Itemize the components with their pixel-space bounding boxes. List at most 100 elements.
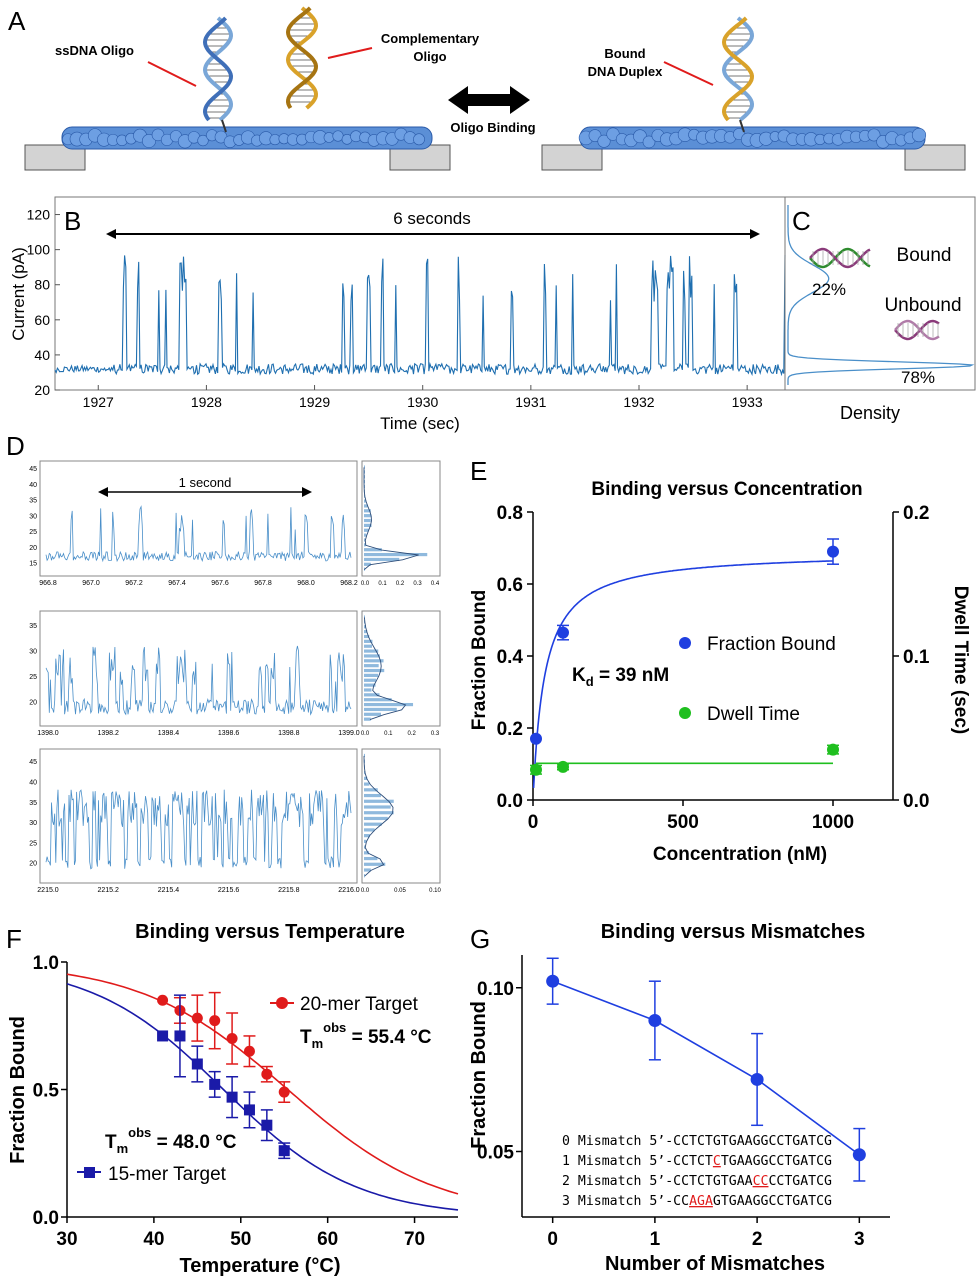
nanotube-bead: [911, 128, 927, 143]
mismatch-point: [648, 1014, 662, 1027]
hist-bar: [364, 644, 372, 648]
panel-e-letter: E: [470, 456, 487, 486]
hist-fit: [363, 467, 419, 570]
hist-frame: [361, 460, 441, 577]
ssdna-pointer: [147, 61, 197, 87]
tm-20mer-value: = 55.4 °C: [346, 1027, 432, 1048]
strand: [894, 319, 940, 341]
unbound-label: Unbound: [884, 295, 961, 316]
hist-bar: [364, 533, 367, 537]
point-15mer: [243, 1104, 255, 1116]
backbone-strand: [285, 6, 319, 110]
hist-bar: [364, 630, 368, 634]
ytick-label: 80: [34, 277, 50, 293]
panel-e-ylabel: Fraction Bound: [469, 590, 490, 730]
hist-bar: [364, 562, 371, 566]
nanotube-bead: [413, 133, 425, 146]
hist-bar: [364, 518, 371, 523]
ytick-label: 40: [29, 779, 37, 786]
panel-d-row-1: 15 20 25 30 35 40 45 966.8 967.0 967.2 967.4 967.6 9…: [29, 460, 441, 587]
ytick-label: 0.05: [477, 1143, 514, 1164]
six-seconds-label: 6 seconds: [393, 209, 471, 228]
xtick-label: 1933: [732, 394, 763, 410]
xtick-label: 1398.6: [218, 730, 240, 737]
hist-bar: [364, 668, 385, 673]
point-20mer: [209, 1015, 221, 1027]
xtick-label: 30: [56, 1229, 77, 1250]
point-15mer: [261, 1119, 273, 1131]
hist-bar: [364, 523, 372, 527]
hist-frame: [361, 748, 441, 884]
xtick-label: 968.0: [297, 580, 315, 587]
panel-b: B 6 seconds 20 40 60 80 100 120 1927 1928 1929 19…: [9, 196, 786, 433]
bound-percent: 22%: [812, 280, 846, 299]
hist-bar: [364, 538, 366, 542]
ytick-label: 40: [29, 482, 37, 489]
hist-tick-label: 0.05: [394, 888, 406, 894]
panel-d-row-3: 20 25 30 35 40 45 2215.0 2215.2 2215.4 2215.6 2215…: [29, 748, 441, 894]
hist-bar: [364, 615, 365, 619]
tm-15mer-sub: m: [117, 1141, 129, 1156]
hist-bar: [364, 625, 366, 629]
sequence-post: TGAAGGCCTGATCG: [721, 1154, 832, 1169]
y2tick-label: 0.1: [903, 647, 930, 668]
point-20mer: [191, 1012, 203, 1024]
xtick-label: 967.2: [125, 580, 143, 587]
current-trace: [45, 789, 352, 870]
ytick-label: 30: [29, 649, 37, 656]
ytick-label: 0.5: [33, 1081, 60, 1102]
hist-bar: [364, 834, 370, 838]
ytick-label: 20: [29, 861, 37, 868]
panel-c: C Bound 22% Unbound 78% Density: [784, 196, 976, 423]
hist-fit: [363, 617, 407, 721]
legend-fraction-bound: Fraction Bound: [707, 634, 836, 655]
sequence-row: 1 Mismatch 5’-CCTCTCTGAAGGCCTGATCG: [562, 1154, 832, 1169]
xtick-label: 967.8: [254, 580, 272, 587]
tm-15mer-t: T: [105, 1132, 117, 1153]
sequence-prefix: 5’-: [649, 1174, 673, 1189]
strand: [809, 247, 871, 269]
xtick-label: 1932: [623, 394, 654, 410]
xtick-label: 1: [650, 1229, 661, 1250]
xtick-label: 50: [230, 1229, 251, 1250]
panel-a: A ssDNA Oligo Complementary Oligo Bound …: [8, 6, 966, 171]
panel-b-ticks: 20 40 60 80 100 120 1927 1928 1929 1930 1931 1932 19…: [27, 207, 763, 410]
binding-fit-curve: [532, 560, 833, 788]
trace-frame: [39, 610, 358, 727]
hist-bar: [364, 654, 380, 658]
legend-fraction-bound-marker: [679, 637, 691, 649]
sequence-mismatch: AGA: [689, 1194, 713, 1209]
one-second-label: 1 second: [179, 475, 232, 490]
complementary-label-1: Complementary: [381, 31, 480, 46]
hist-bar: [364, 805, 391, 809]
sequence-mismatch: CC: [753, 1174, 769, 1189]
ytick-label: 30: [29, 820, 37, 827]
dwell-time-point: [530, 763, 542, 776]
hist-bar: [364, 659, 384, 663]
ytick-label: 45: [29, 759, 37, 766]
xtick-label: 1398.8: [278, 730, 300, 737]
sequence-pre: CC: [673, 1194, 689, 1209]
xtick-label: 1929: [299, 394, 330, 410]
point-15mer: [174, 1030, 186, 1042]
hist-bar: [364, 499, 366, 503]
bound-mini-helix-icon: [809, 247, 871, 269]
hist-bar: [364, 543, 366, 547]
hist-bar: [364, 509, 371, 513]
xtick-label: 1928: [191, 394, 222, 410]
hist-bar: [364, 717, 371, 721]
hist-bar: [364, 828, 375, 832]
ssdna-helix: [202, 16, 234, 133]
hist-tick-label: 0.1: [384, 731, 393, 737]
backbone-strand: [202, 16, 234, 122]
xtick-label: 968.2: [340, 580, 358, 587]
complementary-helix: [285, 6, 319, 110]
mismatch-point: [852, 1148, 866, 1162]
xtick-label: 40: [143, 1229, 164, 1250]
ytick-label: 25: [29, 840, 37, 847]
current-trace: [54, 254, 786, 377]
panel-g-ylabel: Fraction Bound: [468, 1001, 490, 1149]
ytick-label: 45: [29, 466, 37, 473]
